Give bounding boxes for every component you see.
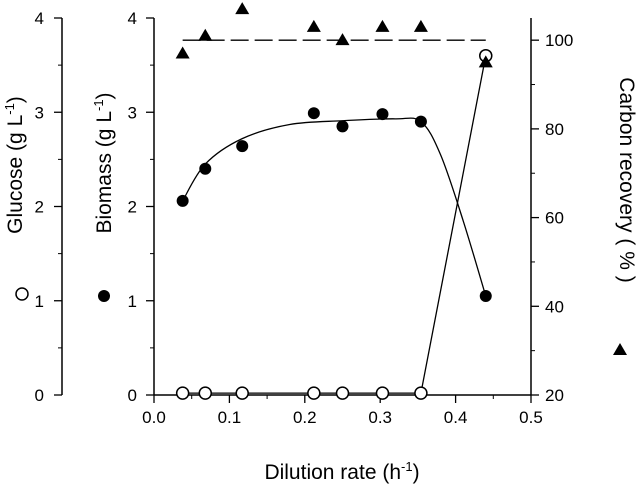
- biomass-point: [236, 140, 249, 153]
- glucose-tick-label: 3: [35, 103, 44, 122]
- biomass-tick-label: 2: [128, 198, 137, 217]
- biomass-axis-title: Biomass (g L-1): [91, 92, 116, 233]
- glucose-point: [375, 386, 390, 400]
- tick-labels: 0.0 0.1 0.2 0.3 0.4 0.5 0 0 1 1 2 2 3 3 4 4 20 40 60 80 100: [35, 9, 574, 427]
- carbon-recovery-point: [235, 2, 250, 15]
- biomass-legend-marker: [98, 290, 110, 302]
- biomass-point: [199, 162, 212, 175]
- carbon-tick-label: 100: [545, 31, 573, 50]
- x-tick-label: 0.0: [142, 408, 166, 427]
- carbon-recovery-point: [198, 28, 213, 41]
- glucose-tick-label: 2: [35, 198, 44, 217]
- biomass-tick-label: 4: [128, 9, 137, 28]
- carbon-tick-label: 60: [545, 209, 564, 228]
- x-axis-title: Dilution rate (h-1): [264, 459, 419, 484]
- biomass-point: [376, 108, 389, 121]
- x-tick-label: 0.4: [444, 408, 468, 427]
- carbon-recovery-point: [306, 19, 321, 32]
- carbon-recovery-axis-title: Carbon recovery ( % ): [615, 77, 638, 282]
- glucose-tick-label: 4: [35, 9, 44, 28]
- biomass-tick-label: 3: [128, 103, 137, 122]
- biomass-point: [307, 107, 320, 120]
- biomass-point: [479, 290, 492, 303]
- glucose-legend-marker: [15, 287, 29, 301]
- glucose-tick-label: 1: [35, 292, 44, 311]
- glucose-point: [235, 386, 249, 400]
- glucose-point: [335, 386, 350, 400]
- carbon-legend-marker: [613, 343, 627, 355]
- plot-lines: [182, 39, 487, 394]
- biomass-point: [336, 120, 349, 133]
- carbon-recovery-point: [335, 33, 350, 46]
- biomass-point: [176, 194, 189, 207]
- carbon-recovery-point: [175, 46, 190, 59]
- x-tick-label: 0.2: [293, 408, 317, 427]
- plot-points: [175, 2, 493, 400]
- glucose-axis-title: Glucose (g L-1): [2, 96, 27, 234]
- carbon-recovery-point: [413, 19, 428, 32]
- glucose-point: [307, 386, 321, 400]
- x-tick-label: 0.3: [368, 408, 392, 427]
- glucose-tick-label: 0: [35, 386, 44, 405]
- glucose-point: [175, 386, 190, 400]
- glucose-point: [414, 386, 428, 400]
- carbon-recovery-point: [478, 55, 493, 68]
- glucose-line: [182, 55, 487, 394]
- biomass-tick-label: 1: [128, 292, 137, 311]
- biomass-fit-curve: [182, 117, 487, 297]
- glucose-point: [198, 386, 213, 400]
- carbon-recovery-point: [375, 19, 390, 32]
- carbon-tick-label: 40: [545, 297, 564, 316]
- x-tick-label: 0.5: [519, 408, 543, 427]
- biomass-tick-label: 0: [128, 386, 137, 405]
- x-tick-label: 0.1: [218, 408, 242, 427]
- biomass-point: [414, 115, 427, 128]
- carbon-tick-label: 20: [545, 386, 564, 405]
- carbon-tick-label: 80: [545, 120, 564, 139]
